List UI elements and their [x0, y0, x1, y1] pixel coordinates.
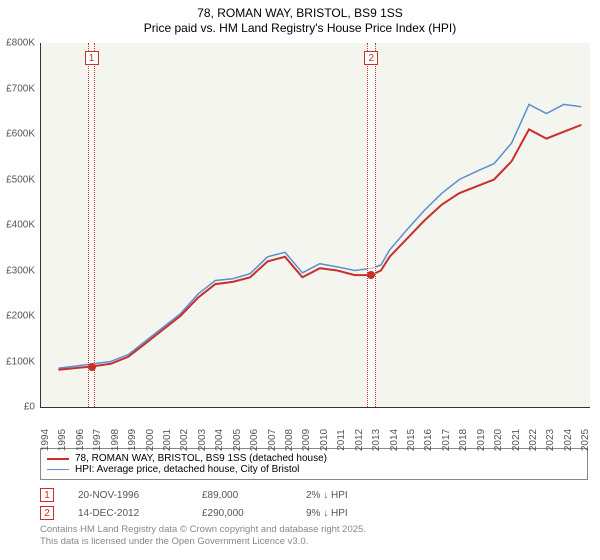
marker-number: 2: [40, 506, 54, 520]
legend: 78, ROMAN WAY, BRISTOL, BS9 1SS (detache…: [40, 448, 588, 480]
x-tick-label: 2005: [232, 429, 243, 451]
footer-line-1: Contains HM Land Registry data © Crown c…: [40, 524, 600, 536]
x-tick-label: 2001: [162, 429, 173, 451]
y-tick-label: £500K: [6, 174, 35, 185]
x-tick-label: 2008: [284, 429, 295, 451]
x-tick-label: 1998: [110, 429, 121, 451]
x-tick-label: 2018: [458, 429, 469, 451]
x-tick-label: 2012: [354, 429, 365, 451]
x-tick-label: 1999: [127, 429, 138, 451]
x-tick-label: 2006: [249, 429, 260, 451]
x-tick-label: 1995: [57, 429, 68, 451]
x-tick-label: 2013: [371, 429, 382, 451]
marker-row: 2 14-DEC-2012 £290,000 9% ↓ HPI: [40, 506, 600, 520]
title-main: 78, ROMAN WAY, BRISTOL, BS9 1SS: [0, 6, 600, 20]
legend-swatch: [47, 469, 69, 471]
x-tick-label: 2019: [476, 429, 487, 451]
legend-swatch: [47, 458, 69, 460]
marker-number: 1: [40, 488, 54, 502]
y-tick-label: £800K: [6, 38, 35, 49]
x-tick-label: 2003: [197, 429, 208, 451]
x-tick-label: 2016: [423, 429, 434, 451]
sale-dot: [88, 363, 96, 371]
marker-date: 20-NOV-1996: [78, 490, 178, 501]
x-tick-label: 2020: [493, 429, 504, 451]
footer: Contains HM Land Registry data © Crown c…: [40, 524, 600, 549]
x-tick-label: 2002: [179, 429, 190, 451]
x-tick-label: 2000: [145, 429, 156, 451]
x-axis-labels: 1994 1995 1996 1997 1998 1999 2000 2001 2002 2003…: [40, 412, 590, 448]
marker-band: [88, 43, 95, 407]
marker-band-number: 2: [364, 51, 378, 65]
x-tick-label: 1994: [40, 429, 51, 451]
legend-label: 78, ROMAN WAY, BRISTOL, BS9 1SS (detache…: [75, 453, 327, 464]
marker-date: 14-DEC-2012: [78, 508, 178, 519]
x-tick-label: 2024: [563, 429, 574, 451]
y-tick-label: £0: [24, 402, 35, 413]
x-tick-label: 1996: [75, 429, 86, 451]
series-line: [58, 125, 581, 370]
y-axis-labels: £0£100K£200K£300K£400K£500K£600K£700K£80…: [0, 43, 39, 407]
chart-svg: [41, 43, 590, 407]
x-tick-label: 1997: [92, 429, 103, 451]
x-tick-label: 2010: [319, 429, 330, 451]
x-tick-label: 2021: [511, 429, 522, 451]
marker-price: £89,000: [202, 490, 282, 501]
markers-table: 1 20-NOV-1996 £89,000 2% ↓ HPI 2 14-DEC-2012 £…: [40, 488, 600, 520]
y-tick-label: £700K: [6, 83, 35, 94]
legend-row: HPI: Average price, detached house, City…: [47, 464, 581, 475]
x-tick-label: 2014: [389, 429, 400, 451]
footer-line-2: This data is licensed under the Open Gov…: [40, 536, 600, 548]
y-tick-label: £300K: [6, 265, 35, 276]
title-sub: Price paid vs. HM Land Registry's House …: [0, 21, 600, 35]
series-line: [58, 104, 581, 368]
y-tick-label: £100K: [6, 356, 35, 367]
marker-band-number: 1: [85, 51, 99, 65]
x-tick-label: 2015: [406, 429, 417, 451]
marker-delta: 9% ↓ HPI: [306, 508, 386, 519]
x-tick-label: 2017: [441, 429, 452, 451]
chart-area: £0£100K£200K£300K£400K£500K£600K£700K£80…: [40, 43, 590, 408]
marker-row: 1 20-NOV-1996 £89,000 2% ↓ HPI: [40, 488, 600, 502]
y-tick-label: £400K: [6, 220, 35, 231]
legend-label: HPI: Average price, detached house, City…: [75, 464, 299, 475]
x-tick-label: 2025: [580, 429, 591, 451]
x-tick-label: 2007: [267, 429, 278, 451]
marker-price: £290,000: [202, 508, 282, 519]
marker-delta: 2% ↓ HPI: [306, 490, 386, 501]
x-tick-label: 2023: [545, 429, 556, 451]
x-tick-label: 2004: [214, 429, 225, 451]
x-tick-label: 2022: [528, 429, 539, 451]
y-tick-label: £600K: [6, 129, 35, 140]
title-block: 78, ROMAN WAY, BRISTOL, BS9 1SS Price pa…: [0, 0, 600, 35]
marker-band: [367, 43, 376, 407]
sale-dot: [367, 271, 375, 279]
x-tick-label: 2011: [336, 429, 347, 451]
x-tick-label: 2009: [301, 429, 312, 451]
y-tick-label: £200K: [6, 311, 35, 322]
legend-row: 78, ROMAN WAY, BRISTOL, BS9 1SS (detache…: [47, 453, 581, 464]
